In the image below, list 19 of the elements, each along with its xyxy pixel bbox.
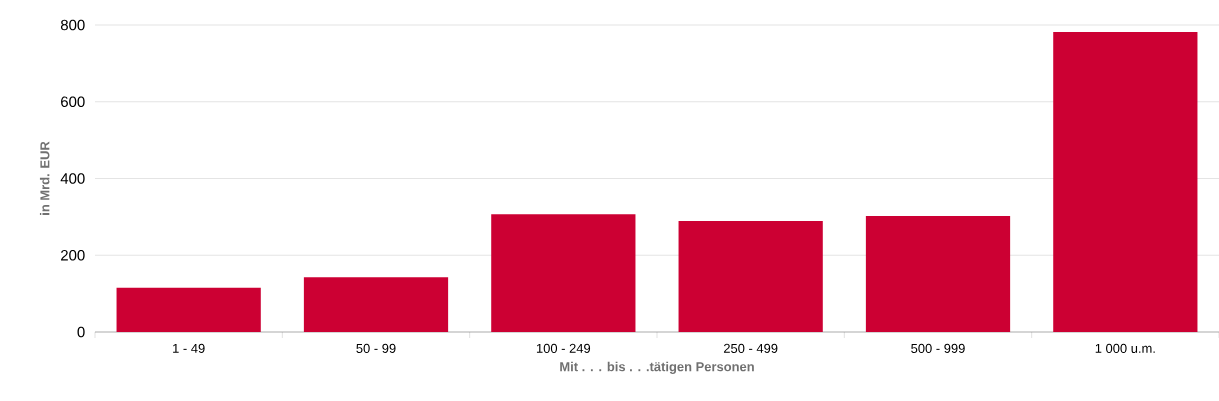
y-tick-label: 600 xyxy=(61,96,85,108)
bar xyxy=(1053,31,1198,332)
x-tick-label: 1 000 u.m. xyxy=(1095,343,1155,353)
y-tick-label: 0 xyxy=(77,326,85,338)
x-tick-label: 100 - 249 xyxy=(536,343,591,353)
bar xyxy=(116,287,261,332)
x-tick-label: 50 - 99 xyxy=(356,343,396,353)
x-tick-label: 500 - 999 xyxy=(911,343,965,353)
x-tick-label: 250 - 499 xyxy=(723,343,778,353)
bar xyxy=(303,277,449,332)
x-axis-title: Mit . . . bis . . .tätigen Personen xyxy=(560,361,754,374)
bar xyxy=(491,214,636,332)
bar xyxy=(865,216,1011,332)
x-tick-label: 1 - 49 xyxy=(173,343,205,353)
y-tick-label: 400 xyxy=(60,173,85,184)
bar xyxy=(678,221,823,332)
y-tick-label: 800 xyxy=(60,19,85,31)
y-axis-title: in Mrd. EUR xyxy=(39,141,50,215)
y-tick-label: 200 xyxy=(61,249,85,261)
